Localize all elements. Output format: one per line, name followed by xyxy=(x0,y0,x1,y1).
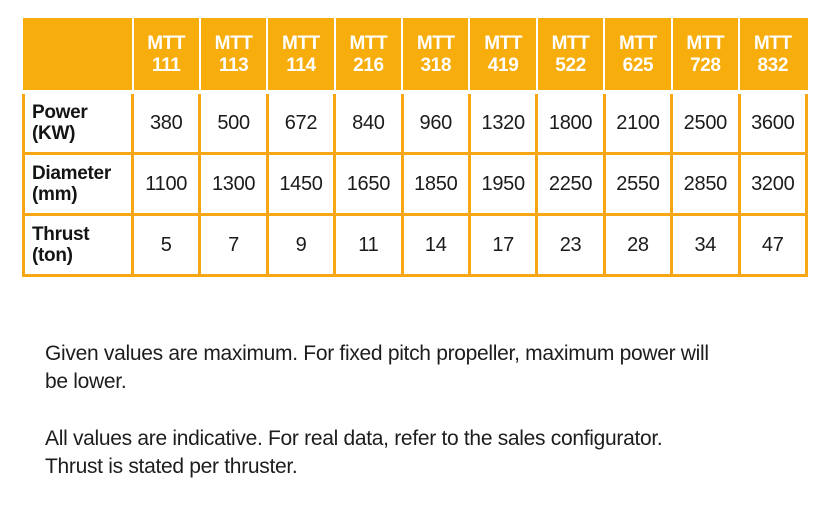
power-value-cell: 672 xyxy=(265,90,337,155)
thrust-value-cell: 34 xyxy=(670,213,741,277)
power-value-cell: 1800 xyxy=(535,90,606,155)
table-row-diameter: Diameter (mm) 1100 1300 1450 1650 1850 1… xyxy=(22,152,809,216)
thrust-value-cell: 28 xyxy=(602,213,674,277)
table-row-power: Power (KW) 380 500 672 840 960 1320 1800… xyxy=(22,90,809,155)
thrust-value-cell: 7 xyxy=(198,213,269,277)
diameter-value-cell: 3200 xyxy=(737,152,809,216)
thrust-value-cell: 47 xyxy=(737,213,809,277)
table-row-thrust: Thrust (ton) 5 7 9 11 14 17 23 28 34 47 xyxy=(22,213,809,277)
col-header-mtt-216: MTT 216 xyxy=(333,18,404,94)
col-header-mtt-728: MTT 728 xyxy=(670,18,741,94)
note-values-indicative: All values are indicative. For real data… xyxy=(45,427,663,478)
corner-cell xyxy=(22,18,134,94)
diameter-value-cell: 1950 xyxy=(467,152,539,216)
power-value-cell: 3600 xyxy=(737,90,809,155)
col-header-mtt-522: MTT 522 xyxy=(535,18,606,94)
col-header-mtt-111: MTT 111 xyxy=(131,18,201,94)
row-label-diameter: Diameter (mm) xyxy=(22,152,134,216)
power-value-cell: 500 xyxy=(198,90,269,155)
row-label-thrust: Thrust (ton) xyxy=(22,213,134,277)
power-value-cell: 2100 xyxy=(602,90,674,155)
thrust-value-cell: 14 xyxy=(400,213,471,277)
thruster-spec-table-wrap: MTT 111 MTT 113 MTT 114 MTT 216 MTT 318 … xyxy=(22,18,809,277)
thrust-value-cell: 9 xyxy=(265,213,337,277)
diameter-value-cell: 2250 xyxy=(535,152,606,216)
thrust-value-cell: 11 xyxy=(333,213,404,277)
power-value-cell: 960 xyxy=(400,90,471,155)
row-label-power: Power (KW) xyxy=(22,90,134,155)
col-header-mtt-114: MTT 114 xyxy=(266,18,336,94)
diameter-value-cell: 1450 xyxy=(265,152,337,216)
thrust-value-cell: 17 xyxy=(467,213,539,277)
diameter-value-cell: 1300 xyxy=(198,152,269,216)
power-value-cell: 1320 xyxy=(467,90,539,155)
thrust-value-cell: 5 xyxy=(130,213,202,277)
diameter-value-cell: 1100 xyxy=(130,152,202,216)
col-header-mtt-318: MTT 318 xyxy=(401,18,471,94)
power-value-cell: 840 xyxy=(333,90,404,155)
note-fixed-pitch-propeller: Given values are maximum. For fixed pitc… xyxy=(45,342,709,393)
diameter-value-cell: 2550 xyxy=(602,152,674,216)
col-header-mtt-832: MTT 832 xyxy=(738,18,808,94)
power-value-cell: 2500 xyxy=(670,90,741,155)
col-header-mtt-113: MTT 113 xyxy=(198,18,269,94)
diameter-value-cell: 1850 xyxy=(400,152,471,216)
diameter-value-cell: 2850 xyxy=(670,152,741,216)
diameter-value-cell: 1650 xyxy=(333,152,404,216)
col-header-mtt-419: MTT 419 xyxy=(468,18,538,94)
thruster-spec-table: MTT 111 MTT 113 MTT 114 MTT 216 MTT 318 … xyxy=(22,18,809,277)
power-value-cell: 380 xyxy=(130,90,202,155)
col-header-mtt-625: MTT 625 xyxy=(603,18,673,94)
header-row: MTT 111 MTT 113 MTT 114 MTT 216 MTT 318 … xyxy=(22,18,808,94)
thrust-value-cell: 23 xyxy=(535,213,606,277)
